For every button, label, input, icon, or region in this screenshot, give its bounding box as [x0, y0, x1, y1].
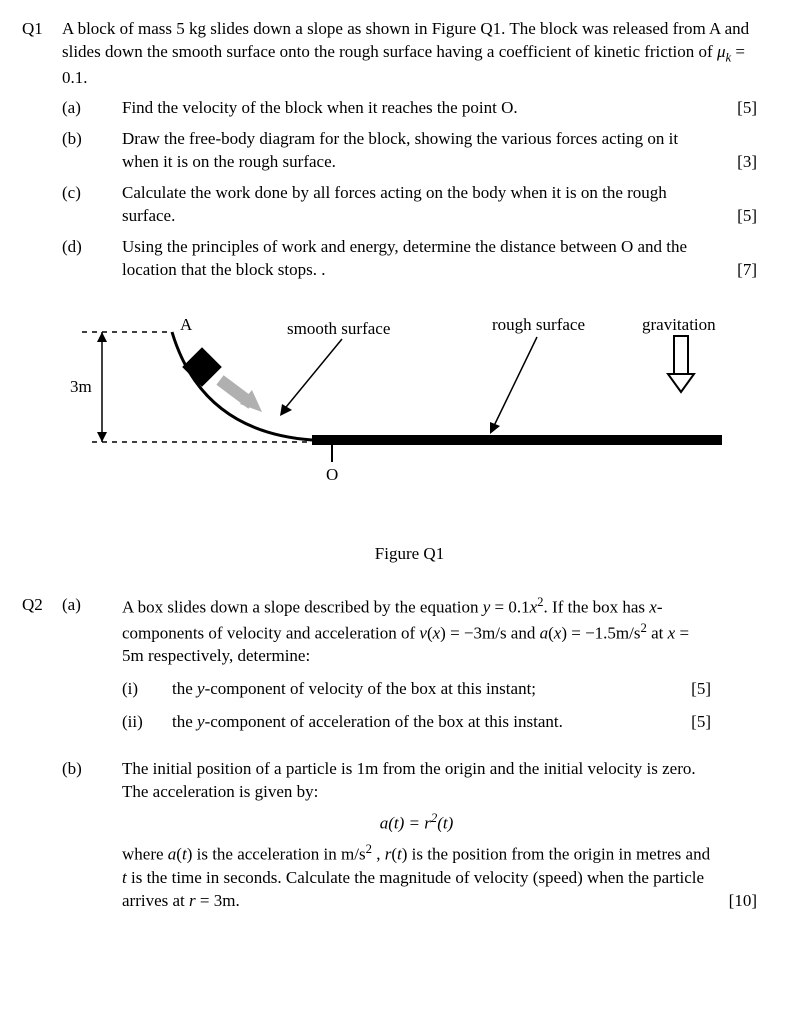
figure-q1: 3m A O smooth surface rough surface	[62, 312, 757, 566]
fig-label-rough: rough surface	[492, 315, 585, 334]
q2-a-i-label: (i)	[122, 678, 172, 701]
fig-label-O: O	[326, 465, 338, 484]
q1-b-marks: [3]	[717, 151, 757, 174]
q1-c-label: (c)	[62, 182, 122, 205]
q2-a-label: (a)	[62, 594, 122, 617]
q1-b-text: Draw the free-body diagram for the block…	[122, 128, 717, 174]
gravity-arrow-icon	[668, 336, 694, 392]
exam-page: Q1 A block of mass 5 kg slides down a sl…	[0, 0, 791, 1024]
q2-b-body: The initial position of a particle is 1m…	[122, 758, 717, 913]
q2-body: (a) A box slides down a slope described …	[62, 594, 757, 913]
block-arrow-icon	[220, 380, 262, 412]
q2-part-a: (a) A box slides down a slope described …	[62, 594, 757, 734]
q1-b-label: (b)	[62, 128, 122, 151]
q2-a-i-marks: [5]	[671, 678, 711, 701]
q1-part-b: (b) Draw the free-body diagram for the b…	[62, 128, 757, 174]
fig-label-height: 3m	[70, 377, 92, 396]
fig-label-grav: gravitation	[642, 315, 716, 334]
q1-part-a: (a) Find the velocity of the block when …	[62, 97, 757, 120]
q1-number: Q1	[22, 18, 62, 41]
q1-a-text: Find the velocity of the block when it r…	[122, 97, 717, 120]
q1-part-c: (c) Calculate the work done by all force…	[62, 182, 757, 228]
q2-a-intro: A box slides down a slope described by t…	[122, 594, 711, 668]
q2-b-equation: a(t) = r2(t)	[122, 810, 711, 836]
q2-a-ii-marks: [5]	[671, 711, 711, 734]
q1-c-marks: [5]	[717, 205, 757, 228]
q2-number: Q2	[22, 594, 62, 617]
q1-a-marks: [5]	[717, 97, 757, 120]
q1-body: A block of mass 5 kg slides down a slope…	[62, 18, 757, 282]
q2-a-i-text: the y-component of velocity of the box a…	[172, 678, 671, 701]
q2-a-ii-text: the y-component of acceleration of the b…	[172, 711, 671, 734]
q1-d-marks: [7]	[717, 259, 757, 282]
q2-b-after: where a(t) is the acceleration in m/s2 ,…	[122, 841, 711, 912]
q2-a-ii-label: (ii)	[122, 711, 172, 734]
q1-d-text: Using the principles of work and energy,…	[122, 236, 717, 282]
q2-b-intro: The initial position of a particle is 1m…	[122, 758, 711, 804]
q2-b-marks: [10]	[717, 890, 757, 913]
q2-a-sub-i: (i) the y-component of velocity of the b…	[122, 678, 711, 701]
figure-q1-caption: Figure Q1	[62, 543, 757, 566]
fig-label-smooth: smooth surface	[287, 319, 390, 338]
q2-a-sub-ii: (ii) the y-component of acceleration of …	[122, 711, 711, 734]
q2-b-label: (b)	[62, 758, 122, 781]
q1-d-label: (d)	[62, 236, 122, 259]
fig-label-A: A	[180, 315, 193, 334]
q1: Q1 A block of mass 5 kg slides down a sl…	[22, 18, 757, 282]
q2-part-b: (b) The initial position of a particle i…	[62, 758, 757, 913]
q2-a-body: A box slides down a slope described by t…	[122, 594, 717, 734]
q1-intro: A block of mass 5 kg slides down a slope…	[62, 18, 757, 89]
q2: Q2 (a) A box slides down a slope describ…	[22, 594, 757, 913]
figure-q1-svg: 3m A O smooth surface rough surface	[62, 312, 742, 522]
q1-a-label: (a)	[62, 97, 122, 120]
q1-part-d: (d) Using the principles of work and ene…	[62, 236, 757, 282]
q1-c-text: Calculate the work done by all forces ac…	[122, 182, 717, 228]
